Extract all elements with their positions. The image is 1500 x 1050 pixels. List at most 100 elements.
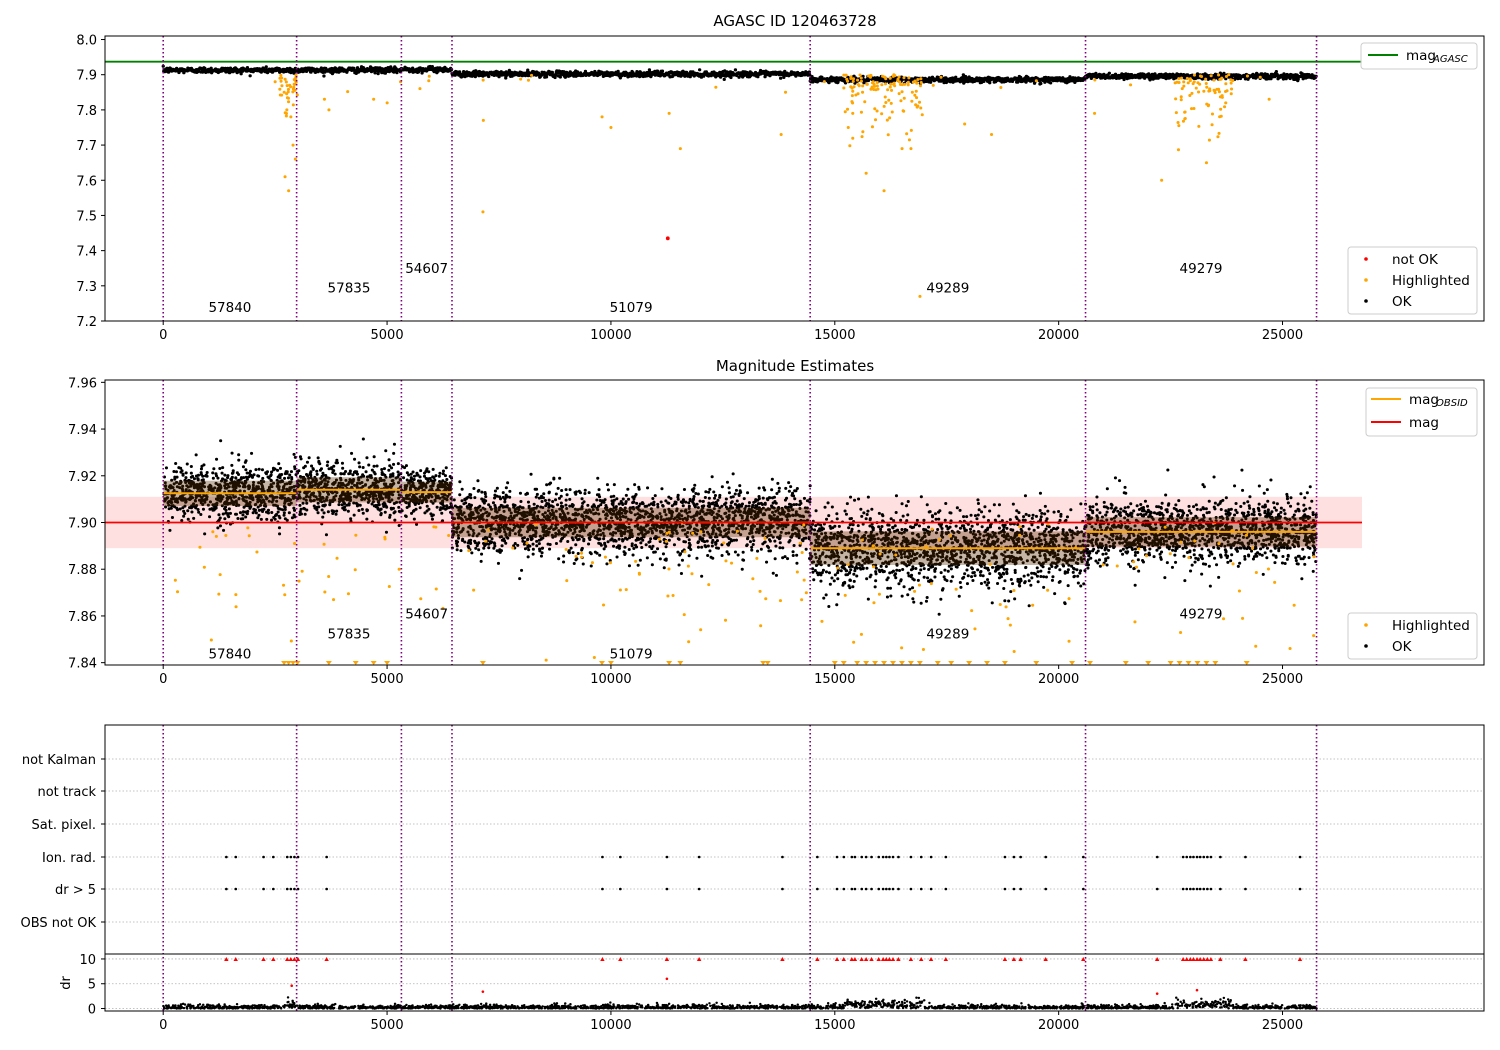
obs-label-4: 49289 xyxy=(926,281,969,297)
estimate-xtick-label-4: 20000 xyxy=(1038,672,1079,687)
estimate-ytick-label-1: 7.86 xyxy=(68,610,97,625)
flags-panel: not Kalman not track Sat. pixel. Ion. rad. d… xyxy=(21,725,1484,1011)
axes-frame-agasc xyxy=(104,35,1485,322)
dr-panel: 0 5 10 0 5000 10000 15000 20000 25000 dr xyxy=(59,953,1484,1033)
estimate-highlighted-points xyxy=(173,521,1316,662)
agasc-ytick-label-3: 7.5 xyxy=(76,209,97,224)
panel-title-estimates: Magnitude Estimates xyxy=(716,357,874,375)
obs-label-3: 51079 xyxy=(610,300,653,316)
legend-mag-obsid-sub: OBSID xyxy=(1436,398,1468,409)
agasc-ytick-label-0: 7.2 xyxy=(76,315,97,330)
agasc-xtick-label-4: 20000 xyxy=(1038,328,1079,343)
dr-data-layer xyxy=(162,956,1318,1010)
estimate-obs-label-0: 57840 xyxy=(208,646,251,662)
not-ok-point-0 xyxy=(665,236,670,241)
estimate-obs-label-2: 54607 xyxy=(405,607,448,623)
legend-agasc-bottom: not OK Highlighted OK xyxy=(1347,246,1478,315)
agasc-magnitude-panel: AGASC ID 120463728 7.2 7.3 7.4 7.5 7.6 7.7 7.8… xyxy=(76,12,1485,343)
ok-points-obs-0 xyxy=(161,64,298,78)
estimates-data-layer xyxy=(105,380,1362,665)
dr-capped-markers xyxy=(224,956,1303,961)
legend-not-ok-label: not OK xyxy=(1392,252,1439,268)
dr-red-point-0 xyxy=(481,990,485,993)
agasc-xtick-label-3: 15000 xyxy=(814,328,855,343)
dr-xtick-label-3: 15000 xyxy=(814,1018,855,1033)
panel-title-agasc: AGASC ID 120463728 xyxy=(713,12,876,30)
agasc-axes: 7.2 7.3 7.4 7.5 7.6 7.7 7.8 7.9 8.0 0 5000 10000 150… xyxy=(76,34,1303,343)
legend-estimates-top: mag OBSID mag xyxy=(1365,387,1478,437)
flags-axes: not Kalman not track Sat. pixel. Ion. rad. d… xyxy=(21,753,105,931)
agasc-xtick-label-2: 10000 xyxy=(590,328,631,343)
legend-highlighted-marker-2 xyxy=(1364,623,1368,627)
flags-data-layer xyxy=(162,725,1318,1011)
estimate-ok-points-obs-4 xyxy=(808,491,1088,616)
estimate-xtick-label-1: 5000 xyxy=(371,672,404,687)
agasc-ytick-label-7: 7.9 xyxy=(76,69,97,84)
ok-points-obs-1 xyxy=(295,65,403,78)
magnitude-estimates-panel: Magnitude Estimates 7.84 7.86 7.88 7.90 7.92… xyxy=(68,357,1485,687)
obs-label-2: 54607 xyxy=(405,261,448,277)
obs-label-5: 49279 xyxy=(1180,261,1223,277)
obs-label-0: 57840 xyxy=(208,300,251,316)
agasc-obs-labels: 57840 57835 54607 51079 49289 49279 xyxy=(208,261,1222,316)
agasc-xtick-label-0: 0 xyxy=(159,328,167,343)
estimate-xtick-label-3: 15000 xyxy=(814,672,855,687)
ok-points-obs-3 xyxy=(450,68,812,81)
estimate-obs-label-3: 51079 xyxy=(610,646,653,662)
dr-ytick-label-1: 5 xyxy=(88,978,96,993)
estimate-xtick-label-0: 0 xyxy=(159,672,167,687)
agasc-xtick-label-1: 5000 xyxy=(371,328,404,343)
estimate-ok-points-obs-5 xyxy=(1084,468,1318,588)
legend-highlighted-marker xyxy=(1364,278,1368,282)
dr-xtick-label-2: 10000 xyxy=(590,1018,631,1033)
estimate-obs-label-1: 57835 xyxy=(328,626,371,642)
flag-points xyxy=(225,855,1302,891)
flag-label-4: dr > 5 xyxy=(55,883,96,898)
agasc-ytick-label-1: 7.3 xyxy=(76,280,97,295)
flag-label-5: OBS not OK xyxy=(21,916,97,931)
dr-ok-points xyxy=(162,996,1318,1010)
legend-ok-label-2: OK xyxy=(1392,639,1413,655)
agasc-ytick-label-6: 7.8 xyxy=(76,104,97,119)
agasc-ytick-label-8: 8.0 xyxy=(76,34,97,49)
dr-red-point-2 xyxy=(290,984,294,988)
dr-red-point-3 xyxy=(1195,988,1199,992)
legend-mag-label: mag xyxy=(1409,415,1439,431)
estimate-xtick-label-2: 10000 xyxy=(590,672,631,687)
legend-agasc-top: mag AGASC xyxy=(1360,42,1478,70)
agasc-ytick-label-4: 7.6 xyxy=(76,174,97,189)
dr-axis-label: dr xyxy=(59,976,74,990)
flag-label-3: Ion. rad. xyxy=(42,851,96,866)
flag-label-2: Sat. pixel. xyxy=(32,818,96,833)
dr-ytick-label-2: 10 xyxy=(79,953,96,968)
estimates-axes: 7.84 7.86 7.88 7.90 7.92 7.94 7.96 0 5000 10000 15… xyxy=(68,376,1303,687)
dr-red-point-1 xyxy=(665,977,669,981)
legend-highlighted-label: Highlighted xyxy=(1392,273,1470,289)
estimate-xtick-label-5: 25000 xyxy=(1262,672,1303,687)
agasc-data-layer xyxy=(105,36,1362,321)
legend-ok-marker xyxy=(1364,299,1368,303)
estimates-obs-labels: 57840 57835 54607 51079 49289 49279 xyxy=(208,607,1222,663)
legend-ok-marker-2 xyxy=(1364,644,1368,648)
axes-frame-flags-dr xyxy=(104,724,1485,1012)
dr-red-point-4 xyxy=(1155,992,1159,995)
highlighted-points xyxy=(273,73,1271,298)
estimate-ytick-label-3: 7.90 xyxy=(68,517,97,532)
out-of-range-markers xyxy=(281,661,1250,665)
legend-mag-obsid-label: mag xyxy=(1409,392,1439,408)
estimate-ytick-label-5: 7.94 xyxy=(68,423,97,438)
estimate-obs-label-4: 49289 xyxy=(926,626,969,642)
estimate-ytick-label-6: 7.96 xyxy=(68,376,97,391)
dr-xtick-label-0: 0 xyxy=(159,1018,167,1033)
flag-label-0: not Kalman xyxy=(22,753,96,768)
legend-mag-agasc-label: mag xyxy=(1406,48,1436,64)
legend-ok-label: OK xyxy=(1392,294,1413,310)
agasc-ytick-label-2: 7.4 xyxy=(76,245,97,260)
legend-estimates-bottom: Highlighted OK xyxy=(1347,612,1478,660)
estimate-obs-label-5: 49279 xyxy=(1180,607,1223,623)
dr-xtick-label-4: 20000 xyxy=(1038,1018,1079,1033)
ok-points-obs-2 xyxy=(399,64,454,75)
legend-not-ok-marker xyxy=(1364,257,1368,261)
estimate-ok-points-obs-1 xyxy=(295,437,403,537)
